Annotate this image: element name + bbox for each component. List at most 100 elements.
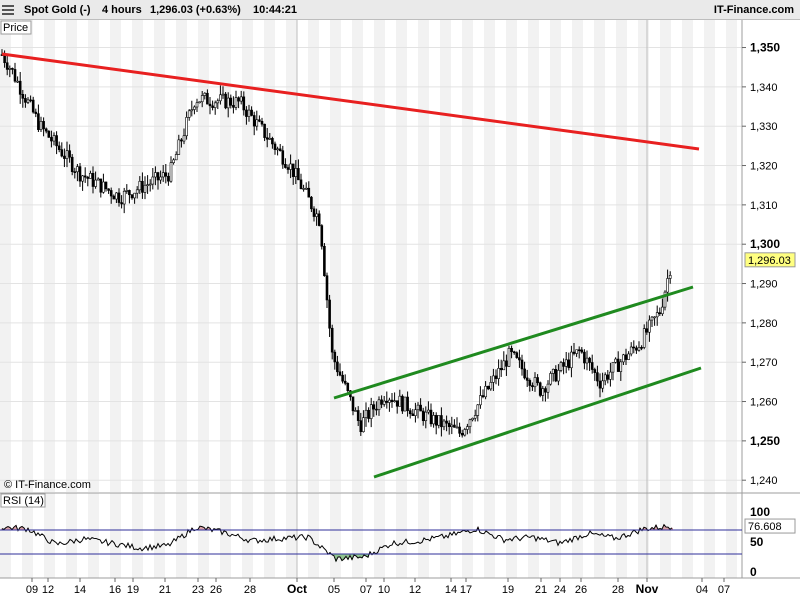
price-candle <box>559 360 563 373</box>
price-candle <box>91 166 95 194</box>
candle-body <box>598 380 602 389</box>
price-candle <box>668 271 672 284</box>
candle-body <box>661 306 664 315</box>
candle-body <box>367 409 370 419</box>
price-candle <box>96 177 100 181</box>
weekday-band <box>550 20 561 492</box>
candle-body <box>208 103 212 107</box>
price-candle <box>523 361 526 380</box>
axis-labels: 1,350 1,340 1,330 1,320 1,310 1,300 1,290 1,280… <box>0 20 796 596</box>
price-candle <box>471 417 474 422</box>
candle-body <box>453 424 456 428</box>
candle-body <box>226 97 230 109</box>
candle-body <box>364 409 368 418</box>
candle-body <box>135 189 139 194</box>
price-candle <box>486 385 490 391</box>
candle-body <box>520 359 524 370</box>
price-candle <box>570 345 573 378</box>
price-candle <box>411 408 415 416</box>
price-candle <box>590 354 594 374</box>
candle-body <box>505 360 508 367</box>
candle-body <box>112 195 116 200</box>
price-candle <box>245 106 248 125</box>
price-candle <box>442 418 446 431</box>
price-candle <box>588 356 591 371</box>
candle-body <box>102 181 105 193</box>
price-candle <box>492 368 495 391</box>
weekday-band <box>352 493 363 578</box>
x-tick-label: 12 <box>409 584 421 596</box>
price-candle <box>159 170 162 184</box>
candle-body <box>663 291 667 308</box>
price-candle <box>572 342 576 356</box>
candle-body <box>372 404 376 410</box>
price-candle <box>515 351 519 359</box>
price-candle <box>406 391 409 417</box>
price-candle <box>180 138 183 148</box>
price-candle <box>468 418 472 434</box>
candle-body <box>325 275 329 301</box>
candle-body <box>624 354 628 360</box>
y-tick-label: 1,240 <box>750 475 778 487</box>
candle-body <box>369 404 373 419</box>
weekday-band <box>418 20 429 492</box>
weekday-band <box>220 20 231 492</box>
chart-header: Spot Gold (-) 4 hours 1,296.03 (+0.63%) … <box>0 0 800 20</box>
price-candle <box>156 171 160 190</box>
price-candle <box>372 400 376 417</box>
price-candle <box>598 373 602 398</box>
price-candle <box>211 100 214 111</box>
price-candle <box>455 417 459 429</box>
price-candle <box>250 106 253 117</box>
price-candle <box>622 353 625 366</box>
y-tick-label: 1,350 <box>750 41 780 55</box>
price-candle <box>242 91 246 116</box>
price-candle <box>26 97 30 105</box>
candle-body <box>434 415 438 426</box>
menu-grip-icon[interactable] <box>2 4 14 16</box>
candle-body <box>198 101 201 104</box>
price-candle <box>247 104 251 122</box>
candle-body <box>338 371 342 376</box>
candle-body <box>382 400 386 405</box>
candle-body <box>554 369 558 382</box>
price-candle <box>109 187 113 204</box>
x-tick-label: 23 <box>192 584 204 596</box>
candle-body <box>245 109 248 117</box>
price-candle <box>463 427 467 437</box>
price-candle <box>135 186 139 199</box>
price-candle <box>414 402 417 423</box>
candle-body <box>312 208 316 217</box>
candle-body <box>276 148 279 151</box>
candle-body <box>395 400 399 407</box>
y-tick-label: 1,330 <box>750 121 778 133</box>
price-candle <box>505 354 508 376</box>
candle-body <box>515 352 519 358</box>
candle-body <box>81 175 84 182</box>
weekday-band <box>286 493 297 578</box>
price-candle <box>39 116 43 132</box>
candle-body <box>94 179 97 187</box>
price-candle <box>268 132 272 140</box>
weekday-band <box>704 493 715 578</box>
price-candle <box>351 396 355 416</box>
price-candle <box>107 188 110 194</box>
candle-body <box>122 190 126 205</box>
weekday-band <box>462 20 473 492</box>
price-candle <box>102 173 105 194</box>
candle-body <box>489 382 493 390</box>
price-candle <box>502 351 506 371</box>
price-candle <box>551 368 555 382</box>
price-candle <box>635 345 638 354</box>
candle-body <box>580 349 584 353</box>
weekday-band <box>726 20 737 492</box>
candle-body <box>133 192 136 199</box>
candle-body <box>460 432 464 436</box>
price-candle <box>476 404 480 422</box>
candle-body <box>575 349 578 354</box>
candle-body <box>570 351 573 369</box>
price-candle <box>232 96 235 114</box>
price-candle <box>601 372 604 393</box>
price-candle <box>564 351 568 374</box>
candle-body <box>224 93 227 109</box>
